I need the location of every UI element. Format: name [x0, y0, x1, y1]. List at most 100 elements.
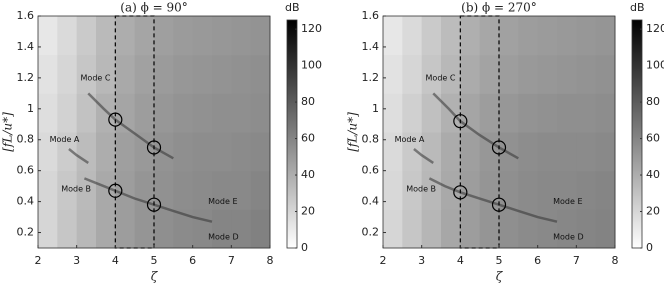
- colorbar-tick-label: 0: [646, 241, 653, 254]
- mode-trace: [432, 92, 519, 160]
- colorbar-tick-label: 80: [301, 95, 315, 108]
- annotation: Mode C: [81, 73, 111, 82]
- marker-circle: [491, 140, 507, 155]
- marker-circle: [146, 197, 162, 212]
- heat-cell: [250, 16, 271, 56]
- heat-cell: [250, 170, 271, 210]
- heat-cell: [231, 132, 252, 172]
- heat-cell: [557, 132, 577, 172]
- heat-cell: [595, 209, 616, 249]
- colorbar-tick-label: 40: [301, 168, 315, 181]
- heat-cell: [115, 170, 136, 210]
- heat-cell: [402, 54, 423, 94]
- heat-cell: [421, 93, 442, 133]
- colorbar-tick-label: 40: [646, 168, 660, 181]
- y-tick-label: 0.2: [17, 226, 35, 239]
- y-tick-label: 1.6: [362, 9, 380, 22]
- heat-cell: [479, 16, 500, 56]
- heat-cell: [557, 54, 577, 94]
- heat-cell: [231, 54, 252, 94]
- x-axis-label: ζ: [496, 270, 504, 284]
- heat-cell: [231, 170, 252, 210]
- heat-cell: [518, 54, 539, 94]
- marker-circle: [108, 112, 123, 127]
- heat-cell: [154, 209, 174, 249]
- heat-cell: [212, 54, 232, 94]
- heat-cell: [231, 209, 252, 249]
- y-tick-label: 0.8: [362, 133, 380, 146]
- heat-cell: [383, 93, 403, 133]
- y-tick-label: 0.8: [17, 133, 35, 146]
- chart-title: (a) ϕ = 90°: [120, 1, 187, 15]
- heat-cell: [557, 209, 577, 249]
- heat-cell: [499, 54, 519, 94]
- heat-cell: [576, 54, 597, 94]
- heat-cell: [479, 132, 500, 172]
- y-tick-label: 0.4: [17, 195, 35, 208]
- heat-cell: [383, 170, 403, 210]
- heat-cell: [576, 170, 597, 210]
- x-tick-label: 4: [457, 254, 464, 267]
- heat-cell: [595, 170, 616, 210]
- heat-cell: [57, 209, 78, 249]
- y-tick-label: 1.2: [362, 71, 380, 84]
- marker-circle: [491, 197, 507, 212]
- x-tick-label: 7: [228, 254, 235, 267]
- heat-cell: [479, 209, 500, 249]
- x-tick-label: 7: [573, 254, 580, 267]
- y-tick-label: 1: [372, 102, 379, 115]
- heat-cell: [499, 170, 519, 210]
- annotation: Mode D: [553, 233, 584, 242]
- y-tick-label: 1.6: [17, 9, 35, 22]
- heat-cell: [402, 16, 423, 56]
- heat-cell: [576, 16, 597, 56]
- heat-cell: [192, 170, 213, 210]
- heat-cell: [460, 16, 481, 56]
- heat-cell: [460, 170, 481, 210]
- y-axis-label: [fL/u*]: [346, 112, 360, 152]
- heat-cell: [192, 93, 213, 133]
- heat-cell: [173, 170, 194, 210]
- y-tick-label: 0.2: [362, 226, 380, 239]
- heat-cell: [595, 54, 616, 94]
- heat-cell: [557, 93, 577, 133]
- heat-cell: [154, 16, 174, 56]
- heat-cell: [76, 16, 97, 56]
- heat-cell: [212, 93, 232, 133]
- heat-cell: [479, 54, 500, 94]
- colorbar-tick-label: 120: [646, 22, 664, 35]
- heat-cell: [154, 170, 174, 210]
- annotation: Mode B: [406, 185, 436, 194]
- colorbar-tick-label: 120: [301, 22, 322, 35]
- heat-cell: [518, 209, 539, 249]
- heat-cell: [154, 93, 174, 133]
- colorbar-label: dB: [285, 1, 300, 14]
- x-tick-label: 6: [189, 254, 196, 267]
- heat-cell: [460, 54, 481, 94]
- heat-cell: [421, 209, 442, 249]
- heat-cell: [537, 54, 558, 94]
- annotation: Mode A: [50, 135, 80, 144]
- x-axis-label: ζ: [151, 270, 159, 284]
- heat-cell: [173, 132, 194, 172]
- annotation: Mode B: [61, 185, 91, 194]
- heat-cell: [479, 93, 500, 133]
- heat-cell: [402, 93, 423, 133]
- colorbar-tick-label: 60: [646, 132, 660, 145]
- mode-trace: [428, 177, 558, 223]
- heat-cell: [38, 170, 58, 210]
- heat-cell: [537, 132, 558, 172]
- heat-cell: [250, 54, 271, 94]
- heat-cell: [499, 132, 519, 172]
- heat-cell: [192, 209, 213, 249]
- heat-cell: [250, 93, 271, 133]
- heat-cell: [460, 132, 481, 172]
- heat-cell: [595, 16, 616, 56]
- y-tick-label: 1.4: [362, 40, 380, 53]
- y-tick-label: 0.6: [17, 164, 35, 177]
- heat-cell: [537, 16, 558, 56]
- x-tick-label: 8: [612, 254, 619, 267]
- mode-trace: [87, 92, 174, 160]
- heat-cell: [96, 16, 116, 56]
- marker-circle: [108, 183, 123, 198]
